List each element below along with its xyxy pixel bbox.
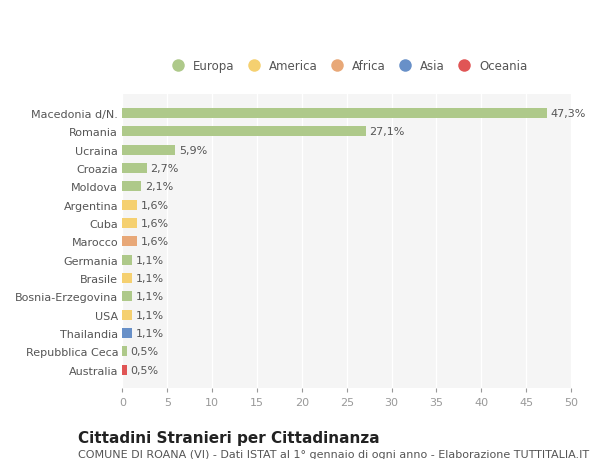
Text: 2,1%: 2,1% bbox=[145, 182, 173, 192]
Text: Cittadini Stranieri per Cittadinanza: Cittadini Stranieri per Cittadinanza bbox=[78, 430, 380, 445]
Bar bbox=[122, 109, 547, 119]
Text: 47,3%: 47,3% bbox=[550, 109, 586, 118]
Bar bbox=[122, 310, 132, 320]
Bar bbox=[122, 145, 175, 155]
Text: 1,6%: 1,6% bbox=[140, 200, 169, 210]
Text: 0,5%: 0,5% bbox=[130, 347, 158, 357]
Text: 1,6%: 1,6% bbox=[140, 218, 169, 229]
Text: 1,1%: 1,1% bbox=[136, 310, 164, 320]
Bar bbox=[122, 218, 137, 229]
Text: 1,1%: 1,1% bbox=[136, 292, 164, 302]
Bar bbox=[122, 365, 127, 375]
Bar bbox=[122, 292, 132, 302]
Text: 1,1%: 1,1% bbox=[136, 274, 164, 283]
Bar bbox=[122, 163, 146, 174]
Bar bbox=[122, 127, 365, 137]
Bar bbox=[122, 347, 127, 357]
Bar bbox=[122, 200, 137, 210]
Bar bbox=[122, 328, 132, 338]
Bar bbox=[122, 274, 132, 284]
Text: 27,1%: 27,1% bbox=[369, 127, 404, 137]
Bar bbox=[122, 237, 137, 247]
Text: 1,1%: 1,1% bbox=[136, 328, 164, 338]
Text: 2,7%: 2,7% bbox=[150, 163, 179, 174]
Text: COMUNE DI ROANA (VI) - Dati ISTAT al 1° gennaio di ogni anno - Elaborazione TUTT: COMUNE DI ROANA (VI) - Dati ISTAT al 1° … bbox=[78, 449, 589, 459]
Text: 1,6%: 1,6% bbox=[140, 237, 169, 247]
Text: 1,1%: 1,1% bbox=[136, 255, 164, 265]
Bar bbox=[122, 182, 141, 192]
Legend: Europa, America, Africa, Asia, Oceania: Europa, America, Africa, Asia, Oceania bbox=[166, 60, 527, 73]
Text: 5,9%: 5,9% bbox=[179, 145, 207, 155]
Bar bbox=[122, 255, 132, 265]
Text: 0,5%: 0,5% bbox=[130, 365, 158, 375]
